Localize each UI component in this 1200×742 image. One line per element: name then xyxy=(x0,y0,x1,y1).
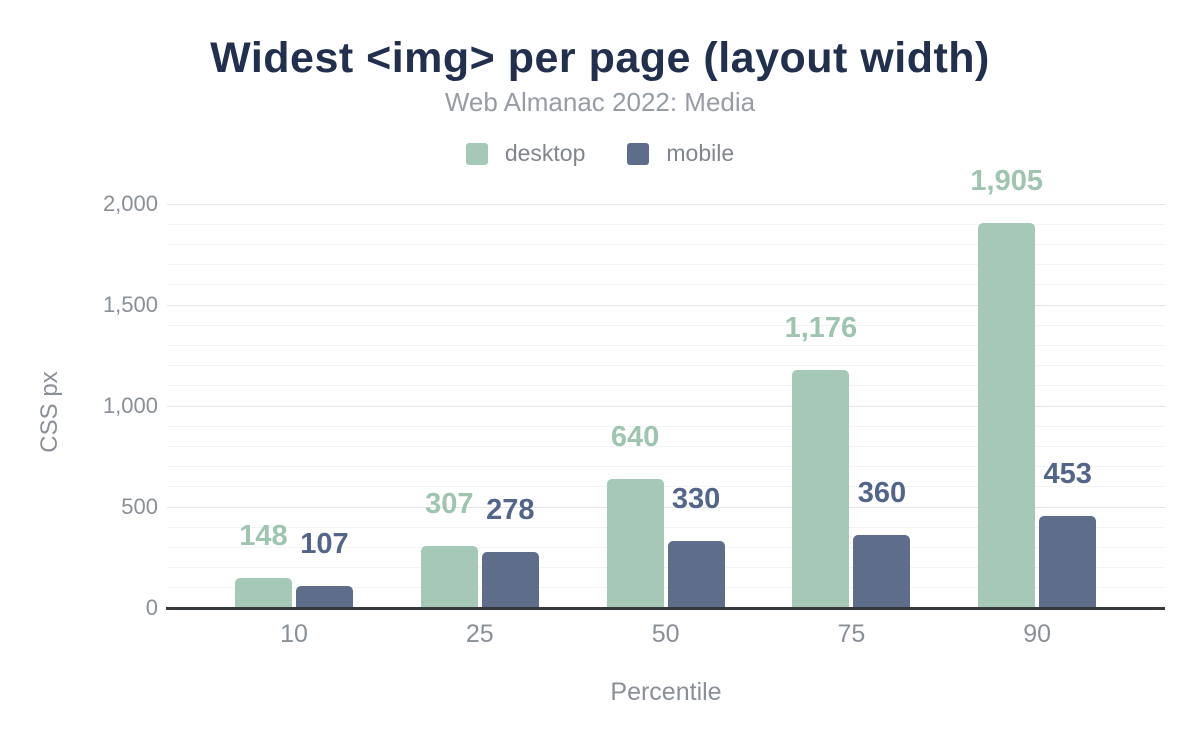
legend: desktop mobile xyxy=(0,140,1200,167)
minor-gridline xyxy=(167,445,1165,447)
x-tick-label: 50 xyxy=(651,620,680,648)
y-tick-label: 500 xyxy=(121,494,158,519)
mobile-bar xyxy=(296,586,353,608)
minor-gridline xyxy=(167,284,1165,286)
x-tick-label: 75 xyxy=(837,620,866,648)
x-tick-label: 10 xyxy=(280,620,308,648)
minor-gridline xyxy=(167,243,1165,245)
desktop-value-label: 148 xyxy=(239,520,288,553)
minor-gridline xyxy=(167,466,1165,468)
x-tick-label: 25 xyxy=(465,620,494,648)
x-axis-line xyxy=(166,607,1165,610)
desktop-value-label: 1,176 xyxy=(784,312,858,345)
major-gridline xyxy=(167,405,1165,407)
chart-title: Widest <img> per page (layout width) xyxy=(210,34,990,82)
major-gridline xyxy=(167,506,1165,508)
desktop-value-label: 640 xyxy=(610,420,660,453)
x-axis-title: Percentile xyxy=(610,678,722,706)
x-tick-label: 90 xyxy=(1023,620,1052,648)
mobile-swatch-icon xyxy=(627,142,650,165)
chart-subtitle: Web Almanac 2022: Media xyxy=(444,87,756,117)
minor-gridline xyxy=(167,365,1165,367)
y-tick-label: 1,000 xyxy=(102,393,158,418)
mobile-value-label: 453 xyxy=(1043,458,1092,491)
minor-gridline xyxy=(167,546,1165,548)
mobile-value-label: 360 xyxy=(857,477,907,510)
legend-label-desktop: desktop xyxy=(504,140,586,166)
mobile-bar xyxy=(853,535,911,608)
minor-gridline xyxy=(167,344,1165,346)
mobile-value-label: 278 xyxy=(486,493,535,526)
legend-label-mobile: mobile xyxy=(666,140,735,166)
mobile-value-label: 107 xyxy=(300,528,349,561)
legend-item-desktop[interactable]: desktop xyxy=(465,140,586,167)
minor-gridline xyxy=(167,385,1165,387)
y-tick-label: 2,000 xyxy=(102,191,158,216)
minor-gridline xyxy=(167,264,1165,266)
desktop-swatch-icon xyxy=(465,142,488,165)
legend-item-mobile[interactable]: mobile xyxy=(627,140,734,167)
y-tick-label: 0 xyxy=(145,595,158,620)
minor-gridline xyxy=(167,526,1165,528)
major-gridline xyxy=(167,203,1165,205)
major-gridline xyxy=(167,304,1165,306)
minor-gridline xyxy=(167,587,1165,589)
minor-gridline xyxy=(167,486,1165,488)
minor-gridline xyxy=(167,223,1165,225)
desktop-bar xyxy=(420,545,478,608)
desktop-bar xyxy=(978,223,1036,608)
y-tick-label: 1,500 xyxy=(102,292,158,317)
minor-gridline xyxy=(167,324,1165,326)
desktop-bar xyxy=(235,578,292,608)
desktop-value-label: 1,905 xyxy=(970,165,1043,198)
minor-gridline xyxy=(167,567,1165,569)
mobile-value-label: 330 xyxy=(671,483,721,516)
desktop-value-label: 307 xyxy=(425,487,474,520)
desktop-bar xyxy=(792,370,850,608)
mobile-bar xyxy=(481,551,539,608)
minor-gridline xyxy=(167,425,1165,427)
desktop-bar xyxy=(606,478,664,608)
mobile-bar xyxy=(1039,516,1097,608)
mobile-bar xyxy=(667,541,725,608)
